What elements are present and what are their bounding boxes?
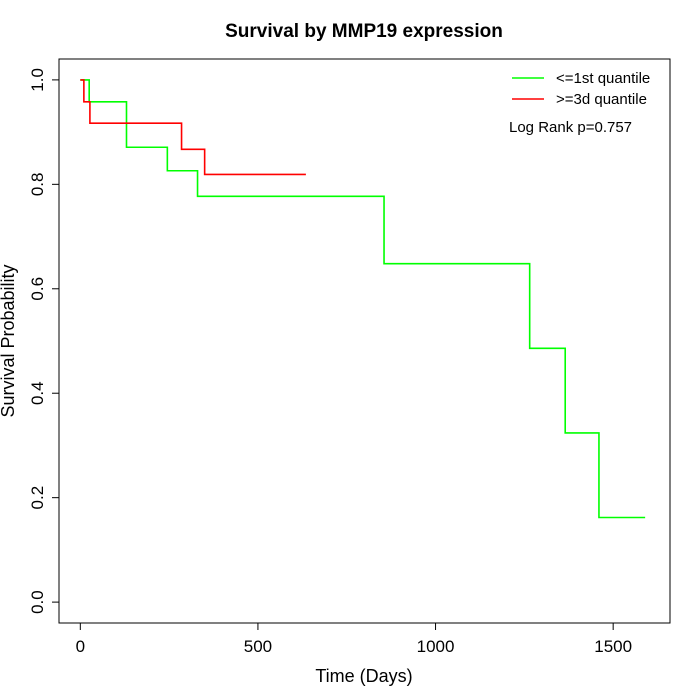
- legend-label: >=3d quantile: [556, 91, 647, 108]
- x-axis: 0 500 1000 1500: [76, 622, 632, 656]
- survival-curve-series-2: [80, 79, 306, 176]
- y-tick-label: 0.4: [28, 381, 47, 405]
- plot-frame: [58, 58, 671, 624]
- y-tick-label: 0.6: [28, 277, 47, 301]
- x-tick-label: 1500: [594, 637, 632, 656]
- y-axis-label: Survival Probability: [0, 264, 18, 417]
- chart-title: Survival by MMP19 expression: [225, 21, 503, 42]
- y-axis: 0.0 0.2 0.4 0.6 0.8 1.0: [28, 68, 60, 614]
- series-group: [80, 79, 646, 519]
- legend: <=1st quantile >=3d quantile: [512, 70, 650, 108]
- legend-label: <=1st quantile: [556, 70, 650, 87]
- x-tick-label: 500: [244, 637, 272, 656]
- survival-curve-series-1: [80, 79, 646, 519]
- log-rank-annotation: Log Rank p=0.757: [509, 119, 632, 136]
- y-tick-label: 0.0: [28, 590, 47, 614]
- y-tick-label: 0.2: [28, 486, 47, 510]
- y-tick-label: 0.8: [28, 173, 47, 197]
- x-tick-label: 0: [76, 637, 85, 656]
- x-tick-label: 1000: [417, 637, 455, 656]
- x-axis-label: Time (Days): [315, 666, 412, 686]
- y-tick-label: 1.0: [28, 68, 47, 92]
